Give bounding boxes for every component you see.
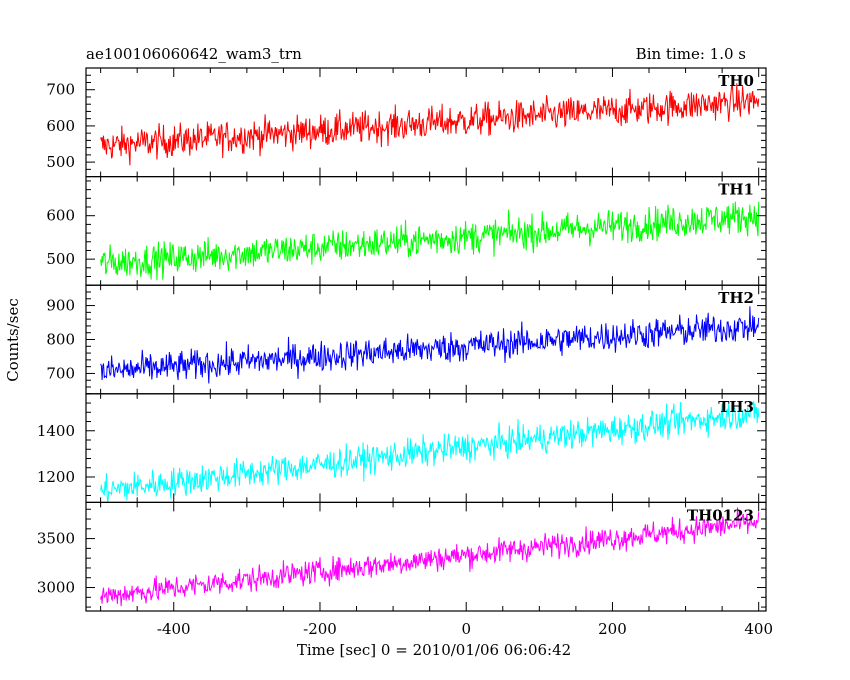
y-tick-label: 3500 [37,530,75,548]
y-tick-label: 800 [46,331,75,349]
y-tick-label: 700 [46,81,75,99]
panel-th1: 500 600 TH1 [46,176,767,286]
y-tick-label: 1400 [37,422,75,440]
chart-title: ae100106060642_wam3_trn [86,45,302,63]
panel-th0: 500 600 700 TH0 [46,67,767,178]
panel-th2: 700 800 900 TH2 [46,284,767,395]
panel-label-th1: TH1 [718,181,754,199]
series-line-th1 [100,201,760,281]
y-tick-label: 700 [46,364,75,382]
y-tick-label: 600 [46,207,75,225]
panel-label-th0: TH0 [718,72,754,90]
panel-th3: 1200 1400 TH3 [37,393,767,503]
y-tick-label: 500 [46,250,75,268]
bin-time-label: Bin time: 1.0 s [636,45,746,63]
y-axis-label: Counts/sec [4,298,22,382]
series-line-th3 [100,401,760,503]
series-line-th2 [100,306,760,384]
panel-label-th2: TH2 [718,289,754,307]
series-line-th0123 [100,507,760,607]
x-tick-label: 400 [744,620,773,638]
panel-frame [85,284,767,395]
panel-frame [85,67,767,178]
x-tick-label: 0 [461,620,471,638]
panel-th0123: 3000 3500 TH0123 [37,501,767,612]
y-tick-label: 500 [46,153,75,171]
x-axis-label: Time [sec] 0 = 2010/01/06 06:06:42 [297,641,571,659]
panel-frame [85,176,767,286]
x-tick-label: 200 [598,620,627,638]
series-line-th0 [100,83,760,166]
panels-group: 500 600 700 TH0 500 600 TH1 700 800 900 TH2 1200 140… [37,67,773,638]
y-tick-label: 3000 [37,579,75,597]
y-tick-label: 1200 [37,468,75,486]
x-tick-label: -200 [303,620,337,638]
panel-label-th0123: TH0123 [687,506,754,524]
y-tick-label: 900 [46,297,75,315]
y-tick-label: 600 [46,117,75,135]
panel-frame [85,501,767,612]
panel-label-th3: TH3 [718,398,754,416]
x-tick-label: -400 [157,620,191,638]
